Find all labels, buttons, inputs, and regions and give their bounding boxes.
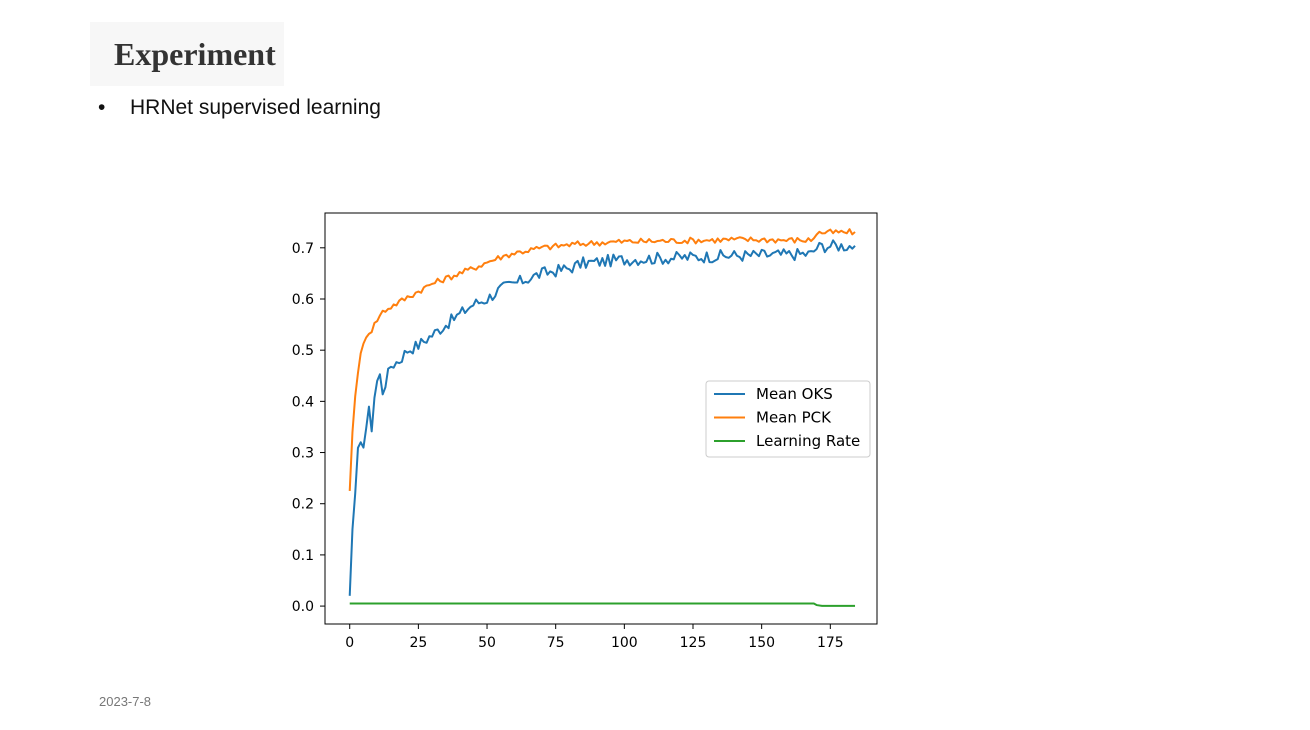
footer-date: 2023-7-8 — [99, 694, 152, 709]
y-tick-label: 0.3 — [292, 446, 314, 462]
y-tick-label: 0.5 — [292, 343, 314, 359]
series-line-mean-pck — [348, 228, 856, 491]
x-tick-label: 100 — [611, 635, 638, 651]
legend-label: Learning Rate — [756, 432, 860, 450]
y-tick-label: 0.4 — [292, 394, 314, 410]
x-tick-label: 0 — [345, 635, 354, 651]
legend-box — [705, 380, 871, 458]
x-tick-label: 75 — [547, 635, 565, 651]
x-tick-label: 125 — [680, 635, 707, 651]
x-tick-label: 175 — [817, 635, 844, 651]
y-tick-label: 0.6 — [292, 292, 314, 308]
series-line-learning-rate — [349, 602, 856, 607]
x-tick-label: 50 — [478, 635, 496, 651]
bullet-item: • HRNet supervised learning — [98, 94, 381, 122]
legend-label: Mean PCK — [756, 409, 832, 427]
x-tick-label: 25 — [409, 635, 427, 651]
title-background — [90, 22, 284, 86]
y-tick-label: 0.1 — [292, 548, 314, 564]
plot-frame — [324, 212, 878, 625]
bullet-text: HRNet supervised learning — [130, 96, 381, 119]
slide-title: Experiment — [114, 36, 276, 72]
y-tick-label: 0.0 — [292, 599, 314, 615]
y-tick-label: 0.7 — [292, 241, 314, 257]
legend-label: Mean OKS — [756, 385, 833, 403]
y-tick-label: 0.2 — [292, 497, 314, 513]
x-tick-label: 150 — [748, 635, 775, 651]
series-line-mean-oks — [348, 239, 856, 596]
bullet-dot-icon: • — [98, 96, 106, 119]
